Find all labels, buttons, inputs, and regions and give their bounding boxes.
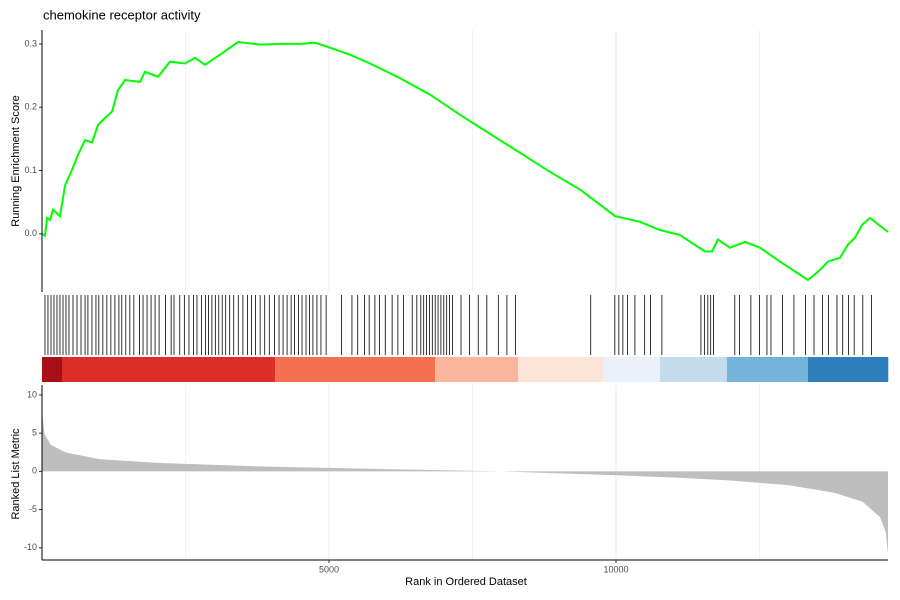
color-band — [659, 357, 728, 382]
y-tick-label: 0.1 — [24, 165, 37, 175]
color-band — [603, 357, 661, 382]
y-axis-label: Ranked List Metric — [10, 428, 22, 520]
x-tick-label: 10000 — [603, 564, 628, 574]
color-band — [274, 357, 436, 382]
y-tick-label: 0.0 — [24, 228, 37, 238]
color-band — [435, 357, 519, 382]
x-axis-label: Rank in Ordered Dataset — [405, 576, 527, 588]
y-tick-label: -10 — [24, 542, 37, 552]
color-band — [807, 357, 889, 382]
y-tick-label: 0.2 — [24, 102, 37, 112]
y-tick-label: 0 — [32, 466, 37, 476]
color-band — [42, 357, 63, 382]
y-axis-label: Running Enrichment Score — [10, 95, 22, 226]
y-tick-label: -5 — [29, 504, 37, 514]
color-band — [61, 357, 276, 382]
chart-title: chemokine receptor activity — [43, 7, 201, 22]
x-tick-label: 5000 — [319, 564, 339, 574]
color-band — [518, 357, 604, 382]
y-tick-label: 0.3 — [24, 38, 37, 48]
y-tick-label: 5 — [32, 428, 37, 438]
enrichment-line — [41, 40, 889, 282]
color-band — [726, 357, 809, 382]
y-tick-label: 10 — [27, 389, 37, 399]
metric-area — [42, 410, 888, 554]
